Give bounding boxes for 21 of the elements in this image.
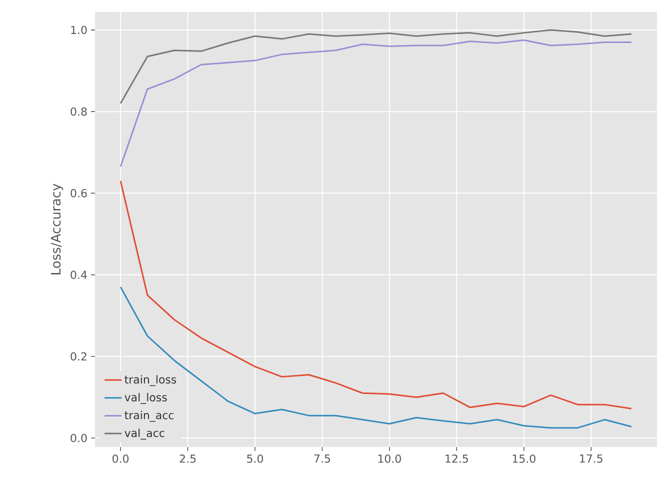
legend-label: val_loss bbox=[124, 392, 167, 404]
x-tick-label: 2.5 bbox=[180, 454, 196, 463]
y-tick-label: 1.0 bbox=[71, 26, 87, 34]
x-tick-label: 0.0 bbox=[112, 454, 129, 463]
x-tick-label: 5.0 bbox=[247, 454, 264, 463]
x-tick-label: 7.5 bbox=[314, 454, 330, 463]
legend-label: val_acc bbox=[124, 428, 164, 440]
y-tick-label: 0.8 bbox=[70, 107, 87, 116]
x-tick-label: 17.5 bbox=[580, 454, 602, 463]
x-tick-label: 15.0 bbox=[512, 454, 536, 463]
x-tick-label: 10.0 bbox=[378, 454, 401, 463]
x-tick-label: 12.5 bbox=[446, 454, 468, 463]
legend-label: train_acc bbox=[124, 410, 174, 422]
y-tick-label: 0.4 bbox=[70, 270, 87, 279]
y-tick-label: 0.0 bbox=[70, 434, 87, 442]
line-series bbox=[120, 286, 632, 429]
y-tick-label: 0.2 bbox=[70, 352, 86, 361]
legend-label: train_loss bbox=[124, 375, 176, 386]
y-axis-title: Loss/Accuracy bbox=[50, 184, 64, 274]
y-tick-label: 0.6 bbox=[70, 189, 87, 198]
line-series bbox=[120, 29, 632, 104]
